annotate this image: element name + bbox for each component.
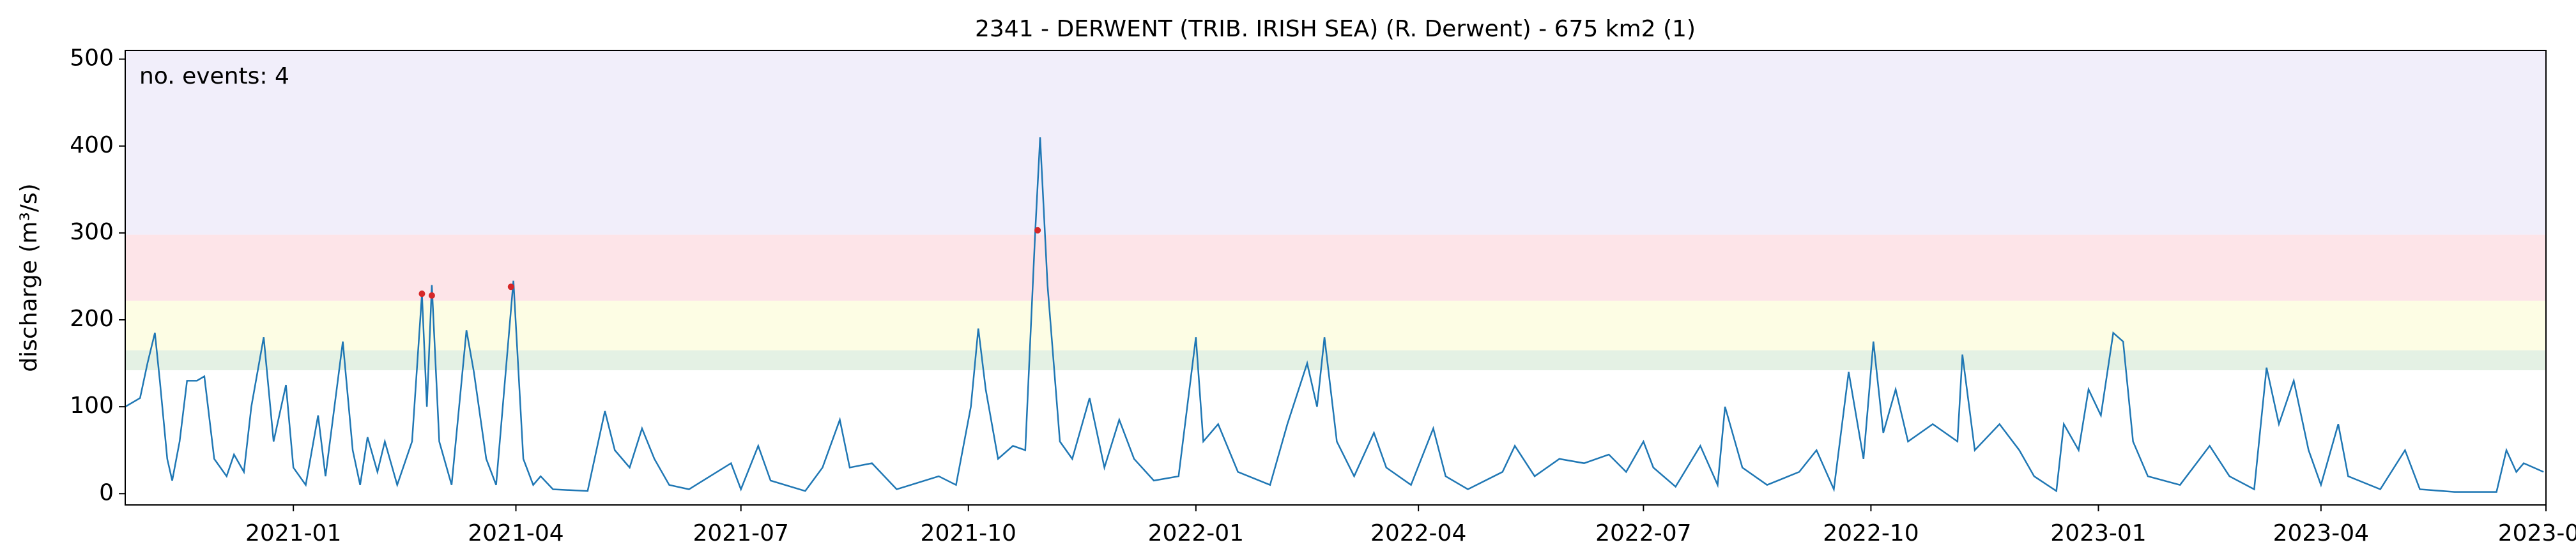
y-tick-label: 100 (70, 393, 114, 419)
y-tick-label: 400 (70, 132, 114, 158)
event-point (507, 283, 514, 290)
x-tick-label: 2022-10 (1823, 520, 1919, 546)
x-tick-label: 2021-01 (245, 520, 341, 546)
x-tick-label: 2023-07 (2498, 520, 2576, 546)
x-tick-label: 2022-07 (1595, 520, 1691, 546)
threshold-band (125, 301, 2546, 350)
event-count-annotation: no. events: 4 (139, 63, 289, 89)
event-point (428, 292, 435, 299)
event-point (1034, 227, 1041, 234)
x-tick-label: 2021-07 (693, 520, 788, 546)
x-tick-label: 2022-01 (1148, 520, 1244, 546)
threshold-band (125, 234, 2546, 301)
y-axis-label: discharge (m³/s) (16, 183, 42, 372)
x-tick-label: 2021-10 (921, 520, 1016, 546)
y-tick-label: 200 (70, 306, 114, 332)
x-tick-label: 2022-04 (1370, 520, 1466, 546)
threshold-band (125, 50, 2546, 235)
y-tick-label: 500 (70, 45, 114, 71)
discharge-line (125, 137, 2544, 493)
x-tick-label: 2021-04 (468, 520, 564, 546)
x-tick-label: 2023-04 (2273, 520, 2369, 546)
chart-title: 2341 - DERWENT (TRIB. IRISH SEA) (R. Der… (975, 16, 1696, 42)
y-tick-label: 0 (99, 479, 114, 506)
y-tick-label: 300 (70, 219, 114, 245)
event-point (418, 290, 425, 297)
threshold-band (125, 350, 2546, 370)
x-tick-label: 2023-01 (2050, 520, 2146, 546)
plot-frame (125, 50, 2547, 506)
